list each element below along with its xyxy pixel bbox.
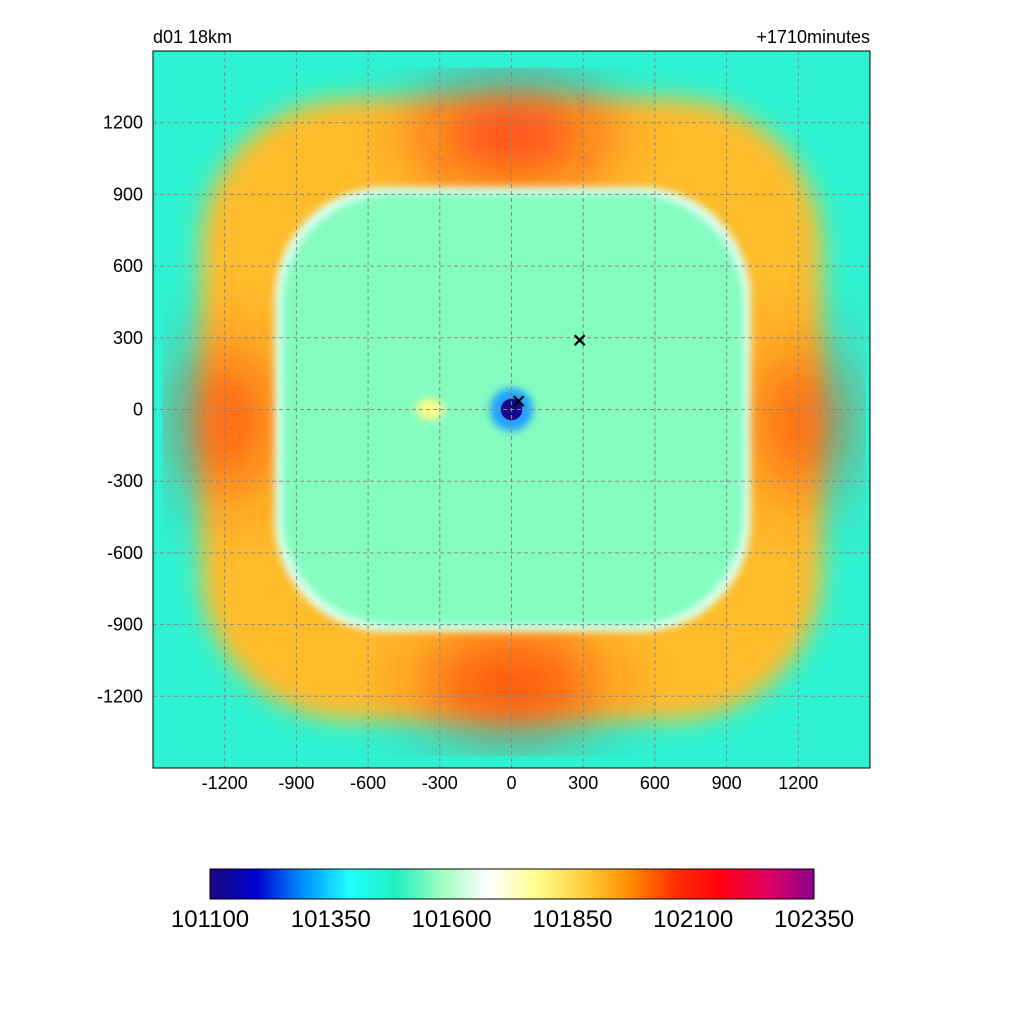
x-tick-label: 600 (640, 773, 670, 793)
y-tick-label: 600 (113, 256, 143, 276)
x-axis-ticks: -1200 -900 -600 -300 0 300 600 900 1200 (202, 773, 819, 793)
x-tick-label: 900 (712, 773, 742, 793)
x-tick-label: -600 (350, 773, 386, 793)
plot-area (153, 51, 870, 768)
x-tick-label: 300 (568, 773, 598, 793)
high-west (193, 347, 256, 496)
domain-label: d01 18km (153, 27, 233, 47)
colorbar-tick-label: 101350 (291, 906, 371, 933)
colorbar-tick-label: 101850 (532, 906, 612, 933)
x-tick-label: -300 (422, 773, 458, 793)
x-tick-label: 0 (506, 773, 516, 793)
x-tick-label: 1200 (778, 773, 818, 793)
high-north (420, 101, 603, 169)
time-label: +1710minutes (756, 27, 870, 47)
y-axis-ticks: 1200 900 600 300 0 -300 -600 -900 -1200 (97, 113, 143, 707)
x-tick-label: -1200 (202, 773, 248, 793)
colorbar-ticks: 101100 101350 101600 101850 102100 102350 (171, 906, 854, 933)
colorbar-tick-label: 101100 (171, 906, 249, 933)
white-spot (415, 398, 445, 421)
grid-lines (153, 51, 870, 768)
colorbar-tick-label: 102350 (774, 906, 854, 933)
colorbar (209, 868, 815, 900)
markers (512, 334, 586, 407)
x-tick-label: -900 (278, 773, 314, 793)
y-tick-label: -300 (107, 471, 143, 491)
y-tick-label: 0 (133, 400, 143, 420)
x-marker (573, 334, 586, 346)
y-tick-label: -600 (107, 543, 143, 563)
y-tick-label: 900 (113, 184, 143, 204)
high-east (772, 347, 835, 496)
y-tick-label: 300 (113, 328, 143, 348)
colorbar-tick-label: 101600 (412, 906, 492, 933)
colorbar-tick-label: 102100 (653, 906, 733, 933)
y-tick-label: -1200 (97, 686, 143, 706)
plot-frame (152, 50, 871, 769)
y-tick-label: -900 (107, 615, 143, 635)
y-tick-label: 1200 (103, 113, 143, 133)
x-marker (512, 395, 525, 407)
